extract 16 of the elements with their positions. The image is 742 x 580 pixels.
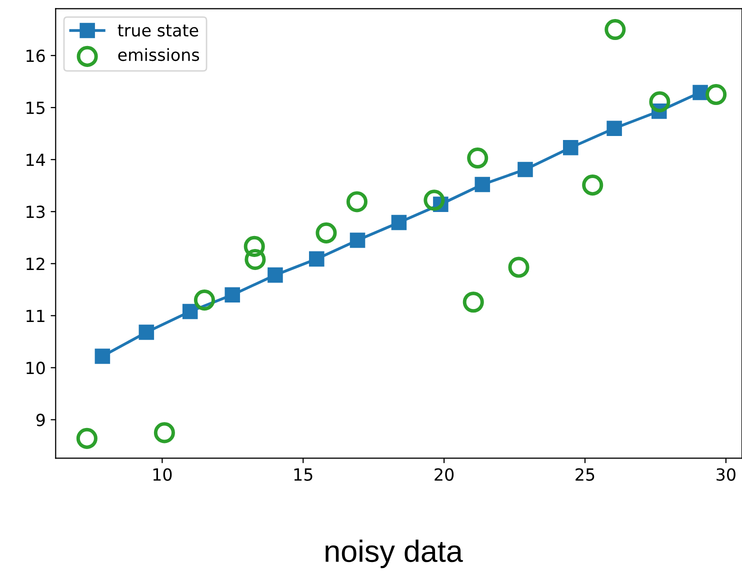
y-tick-label: 11 bbox=[26, 310, 44, 322]
x-tick-label: 15 bbox=[294, 468, 312, 481]
y-tick-label: 13 bbox=[26, 206, 45, 218]
y-tick-label: 16 bbox=[26, 49, 45, 62]
x-tick-label: 10 bbox=[153, 468, 172, 481]
legend-label: emissions bbox=[118, 48, 200, 62]
y-tick-label: 15 bbox=[26, 102, 44, 114]
text: noisy data bbox=[326, 540, 463, 568]
x-tick-label: 25 bbox=[576, 468, 594, 481]
y-tick-label: 12 bbox=[26, 258, 44, 270]
x-tick-label: 30 bbox=[716, 468, 736, 481]
y-tick-label: 14 bbox=[26, 154, 45, 166]
x-tick-label: 20 bbox=[434, 468, 454, 481]
y-tick-label: 9 bbox=[36, 414, 45, 426]
legend-label: true state bbox=[118, 24, 198, 37]
y-tick-label: 10 bbox=[26, 362, 45, 374]
